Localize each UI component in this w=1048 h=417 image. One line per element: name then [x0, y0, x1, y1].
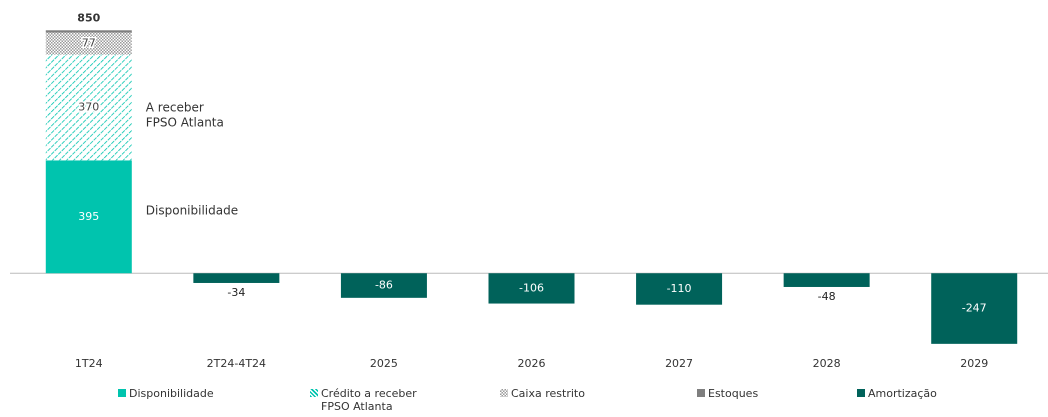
legend-swatch: [500, 389, 508, 397]
bar-segment: [45, 32, 132, 55]
x-tick-label: 2026: [518, 357, 546, 370]
annotation-line: FPSO Atlanta: [146, 115, 224, 129]
data-label: -34: [227, 286, 245, 299]
legend-item: Crédito a receber FPSO Atlanta: [310, 387, 420, 413]
bar-segment: [636, 273, 723, 305]
x-tick-label: 2025: [370, 357, 398, 370]
x-tick-label: 2027: [665, 357, 693, 370]
data-label: -110: [667, 282, 692, 295]
data-label: -106: [519, 281, 544, 294]
legend-swatch: [118, 389, 126, 397]
legend-label: Crédito a receber FPSO Atlanta: [321, 387, 417, 413]
annotation: Disponibilidade: [146, 203, 238, 217]
bar-segment: [45, 54, 132, 161]
bar-segment: [783, 273, 870, 287]
legend-swatch: [857, 389, 865, 397]
bar-segment: [931, 273, 1018, 344]
legend-label: Disponibilidade: [129, 387, 214, 400]
data-label: 395: [78, 210, 99, 223]
annotation-line: Disponibilidade: [146, 203, 238, 217]
data-label: -247: [962, 302, 987, 315]
bar-segment: [488, 273, 575, 304]
legend-item: Disponibilidade: [118, 387, 288, 400]
annotation: A receber FPSO Atlanta: [146, 100, 224, 129]
bar-segment: [193, 273, 280, 283]
data-label: 370: [78, 100, 99, 113]
legend-item: Estoques: [697, 387, 817, 400]
total-label: 850: [77, 11, 100, 24]
bar-segment: [45, 160, 132, 274]
data-label: 77: [82, 37, 96, 50]
x-tick-label: 2029: [960, 357, 988, 370]
legend-swatch: [310, 389, 318, 397]
legend-item: Amortização: [857, 387, 1007, 400]
legend-label: Caixa restrito: [511, 387, 585, 400]
bar-segment: [340, 273, 427, 298]
legend-label: Amortização: [868, 387, 937, 400]
x-tick-label: 2028: [813, 357, 841, 370]
x-tick-label: 1T24: [75, 357, 103, 370]
legend-label: Estoques: [708, 387, 759, 400]
legend-swatch: [697, 389, 705, 397]
annotation-line: A receber: [146, 100, 204, 114]
legend-item: Caixa restrito: [500, 387, 650, 400]
x-tick-label: 2T24-4T24: [207, 357, 266, 370]
data-label: -86: [375, 279, 393, 292]
bar-segment: [45, 30, 132, 33]
data-label: -48: [818, 290, 836, 303]
